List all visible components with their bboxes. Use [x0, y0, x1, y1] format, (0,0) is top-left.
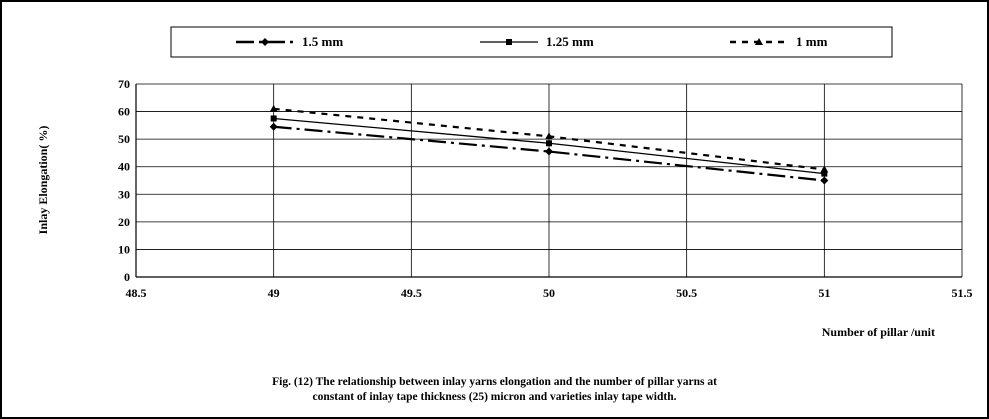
legend-item-1-mm: 1 mm [730, 34, 828, 49]
x-tick-label-1: 49 [268, 286, 280, 300]
series-1-25-mm-point-2 [821, 170, 828, 177]
series-1-mm [269, 104, 829, 173]
series-1-25-mm [270, 115, 828, 177]
y-tick-label-2: 20 [118, 215, 130, 229]
legend-item-1-5-mm: 1.5 mm [236, 34, 343, 49]
y-tick-label-4: 40 [118, 160, 130, 174]
x-tick-label-6: 51.5 [952, 286, 973, 300]
legend-item-1-25-mm: 1.25 mm [480, 34, 594, 49]
legend-item-1-5-mm-marker-point-0 [261, 38, 269, 46]
legend-item-1-mm-label: 1 mm [796, 34, 828, 49]
series-1-25-mm-point-0 [270, 115, 277, 122]
legend-item-1-25-mm-label: 1.25 mm [546, 34, 594, 49]
y-tick-labels: 0 10 20 30 40 50 60 70 [118, 77, 130, 284]
series-group [269, 104, 829, 185]
x-tick-label-2: 49.5 [401, 286, 422, 300]
series-1-mm-point-0 [269, 104, 278, 112]
y-tick-label-7: 70 [118, 77, 130, 91]
x-tick-labels: 48.5 49 49.5 50 50.5 51 51.5 [126, 286, 973, 300]
series-1-mm-point-1 [545, 132, 553, 140]
x-tick-label-4: 50.5 [676, 286, 697, 300]
series-1-5-mm-point-1 [545, 147, 553, 156]
x-axis-label: Number of pillar /unit [822, 325, 935, 339]
legend-item-1-25-mm-marker-point-0 [506, 39, 512, 45]
legend-item-1-5-mm-label: 1.5 mm [302, 34, 343, 49]
legend: 1.5 mm 1.25 mm 1 mm [236, 34, 828, 49]
axes [135, 84, 962, 278]
series-1-mm-point-2 [820, 165, 829, 173]
figure-caption-line-2: constant of inlay tape thickness (25) mi… [312, 391, 677, 403]
y-axis-label: Inlay Elongation( %) [36, 126, 50, 235]
series-1-5-mm [269, 122, 829, 185]
series-1-5-mm-point-0 [269, 122, 278, 131]
x-tick-label-5: 51 [818, 286, 830, 300]
series-1-5-mm-point-2 [820, 176, 829, 185]
x-tick-label-3: 50 [543, 286, 555, 300]
y-tick-label-5: 50 [118, 132, 130, 146]
x-tick-label-0: 48.5 [126, 286, 147, 300]
y-tick-label-6: 60 [118, 105, 130, 119]
y-tick-label-3: 30 [118, 187, 130, 201]
series-1-25-mm-point-1 [546, 140, 552, 147]
y-tick-label-0: 0 [124, 270, 130, 284]
legend-item-1-mm-marker-point-0 [755, 38, 763, 45]
figure-caption-line-1: Fig. (12) The relationship between inlay… [272, 376, 717, 388]
y-tick-label-1: 10 [118, 242, 130, 256]
